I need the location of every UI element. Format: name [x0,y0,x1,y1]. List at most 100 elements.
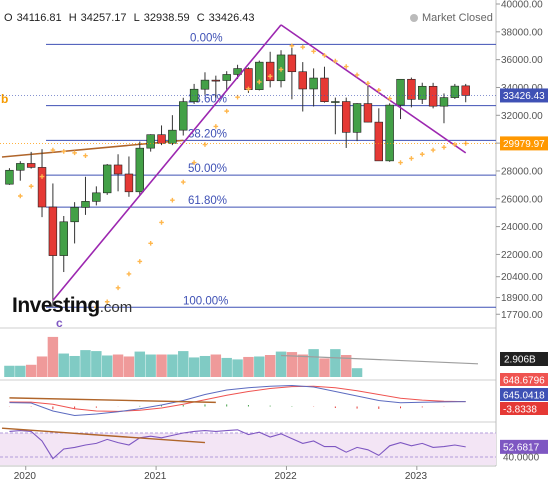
volume-bar-14 [156,354,167,377]
logo-name: Investing [12,294,100,317]
wave-label-c: c [56,316,63,330]
sar-point-24 [278,67,284,72]
candle-body-5 [59,221,68,256]
price-tick-label-12: 17700.00 [501,310,543,321]
sar-point-1 [28,183,34,189]
wave-label-b: b [1,92,8,106]
candle-body-13 [146,134,155,149]
sar-point-2 [39,174,45,179]
candle-body-39 [428,85,438,107]
trendline-purple-rising [52,24,282,301]
rsi-tick-label-0: 40.0000 [503,453,540,464]
sar-point-26 [300,44,306,50]
candle-body-15 [168,129,177,144]
volume-value-box [500,352,548,366]
candle-body-11 [124,173,134,193]
sar-point-13 [159,220,164,225]
candle-body-20 [222,74,231,81]
volume-bar-2 [25,364,37,377]
sar-point-27 [311,49,316,54]
fib-label-3: 50.00% [188,163,227,175]
sar-point-40 [452,142,458,147]
volume-bar-0 [4,365,15,377]
candle-body-40 [439,97,449,107]
volume-bar-31 [340,355,352,377]
volume-value-text: 2.906B [504,355,536,366]
macd-signal-line [9,385,466,412]
volume-bar-20 [221,357,232,377]
open-label: O [4,12,13,24]
candle-body-35 [385,104,394,162]
candle-body-38 [418,85,427,100]
candle-body-2 [26,163,36,168]
candle-body-19 [211,79,221,82]
macd-line [9,384,466,417]
macd-value-box-0 [500,373,548,386]
volume-bar-28 [308,349,319,377]
candle-body-8 [92,192,101,202]
trendline-purple-falling [280,24,467,154]
candle-body-29 [320,77,329,103]
rsi-band-fill [0,433,496,465]
ohlc-readout: O 34116.81 H 34257.17 L 32938.59 C 33426.43 [4,12,259,24]
market-status-text: Market Closed [422,12,493,24]
candle-body-14 [157,134,166,144]
sar-point-22 [256,79,262,85]
sar-point-21 [246,86,251,92]
macd-value-text-1: 645.0418 [503,391,545,402]
open-value: 34116.81 [16,12,62,24]
volume-bar-13 [145,354,156,377]
volume-bar-16 [178,351,189,377]
market-status: Market Closed [410,12,493,24]
sar-point-34 [387,96,392,101]
volume-bar-10 [112,354,124,377]
sar-point-18 [213,124,219,129]
price-tick-label-1: 38000.00 [501,27,543,38]
sar-point-25 [289,43,295,49]
rsi-value-box [500,439,548,454]
volume-trend-line [280,354,479,365]
rsi-value-text: 52.6817 [503,442,540,453]
volume-bar-32 [351,368,363,377]
sar-point-31 [354,72,360,78]
candle-body-22 [244,68,253,90]
volume-bar-12 [134,351,146,377]
candle-body-17 [189,88,199,102]
volume-bar-7 [80,350,91,377]
trendline-brown-rising [1,139,184,158]
candle-body-28 [309,77,318,90]
macd-value-box-1 [500,388,548,401]
candle-body-10 [113,164,123,175]
sar-point-39 [441,145,447,150]
price-label-text-1: 29979.97 [503,139,545,150]
candle-body-36 [396,78,405,106]
sar-point-0 [17,193,23,199]
sar-point-12 [148,241,153,246]
sar-point-36 [409,156,414,161]
candle-body-33 [363,103,373,123]
price-tick-label-6: 28000.00 [501,166,543,177]
time-tick-label-1: 2021 [144,471,167,482]
status-dot-icon [410,14,418,22]
low-value: 32938.59 [143,12,190,24]
volume-bar-30 [330,349,341,377]
volume-bar-25 [275,351,287,377]
volume-bar-8 [91,351,102,377]
volume-bar-26 [286,352,298,377]
candle-body-42 [461,85,470,96]
fib-label-5: 100.00% [183,295,228,307]
sar-point-6 [83,153,88,158]
close-value: 33426.43 [208,12,255,24]
sar-point-37 [419,151,425,157]
time-tick-label-3: 2023 [405,471,428,482]
candle-body-4 [48,206,58,256]
candle-body-7 [81,201,90,208]
candle-body-18 [200,79,210,90]
volume-bar-9 [101,355,113,377]
high-label: H [68,12,77,24]
close-label: C [196,12,205,24]
low-label: L [133,12,140,24]
candle-body-1 [16,163,25,171]
